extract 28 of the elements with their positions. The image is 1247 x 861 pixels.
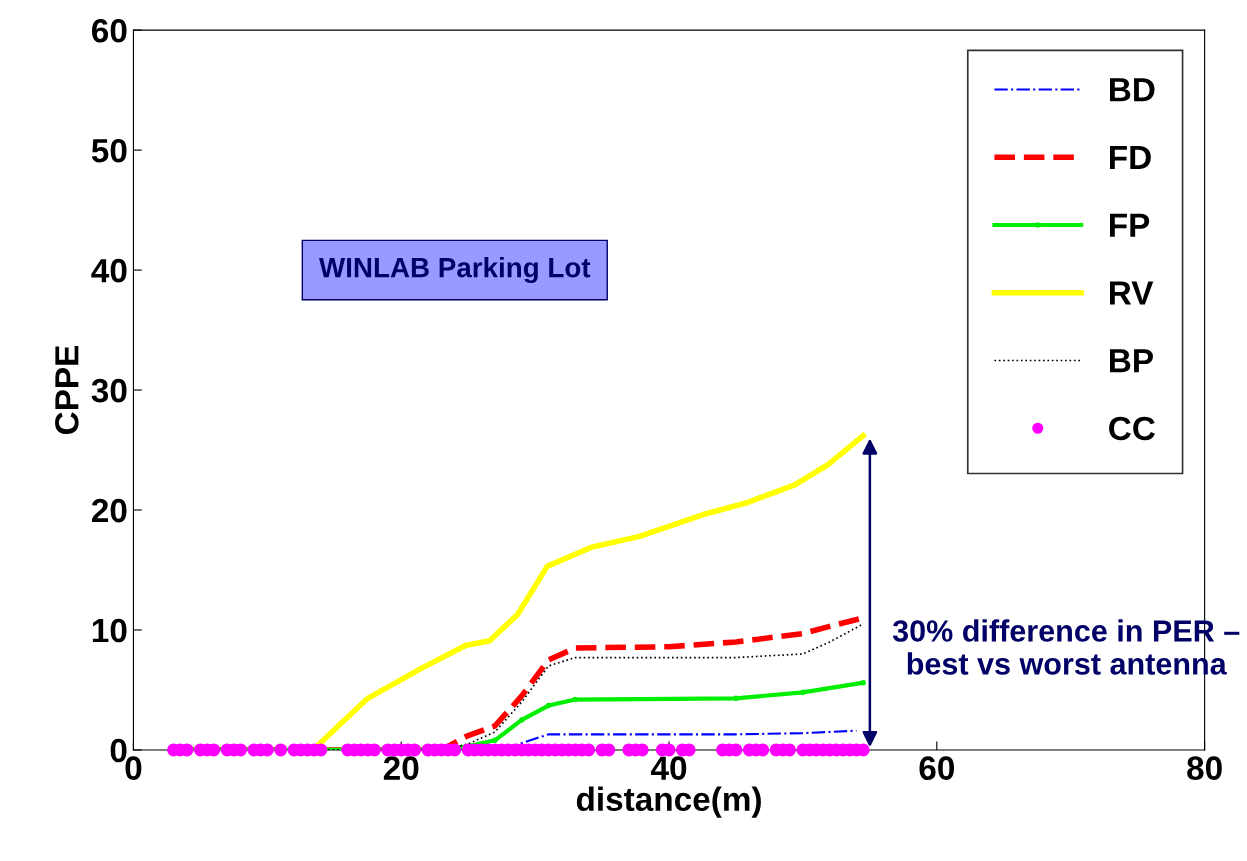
y-tick-label: 20 <box>91 498 127 523</box>
point <box>572 696 579 703</box>
legend-label: RV <box>1110 281 1154 305</box>
y-axis-title: CPPE <box>55 345 79 435</box>
legend-label: FP <box>1110 213 1150 237</box>
y-tick-label: 10 <box>92 618 127 643</box>
legend-label: FD <box>1110 146 1151 169</box>
y-tick-label: 40 <box>91 258 127 283</box>
point <box>733 695 739 702</box>
x-tick-label: 0 <box>125 756 142 780</box>
y-tick-label: 50 <box>91 138 127 163</box>
point <box>518 717 525 723</box>
y-tick-label: 30 <box>91 378 127 403</box>
annotation: WINLAB Parking Lot <box>319 257 591 284</box>
y-tick-label: 0 <box>110 738 127 763</box>
point <box>492 737 498 744</box>
point <box>545 702 552 709</box>
legend-label: CC <box>1109 416 1155 441</box>
x-tick-label: 80 <box>1187 756 1222 780</box>
x-axis-title: distance(m) <box>576 786 761 818</box>
y-tick-label: 60 <box>92 18 127 43</box>
x-tick-label: 20 <box>383 756 419 780</box>
x-tick-label: 60 <box>919 756 954 780</box>
legend-label: BD <box>1110 78 1155 102</box>
point <box>860 679 866 686</box>
point <box>800 689 806 696</box>
x-tick-label: 40 <box>650 756 687 780</box>
legend-label: BP <box>1110 349 1153 373</box>
